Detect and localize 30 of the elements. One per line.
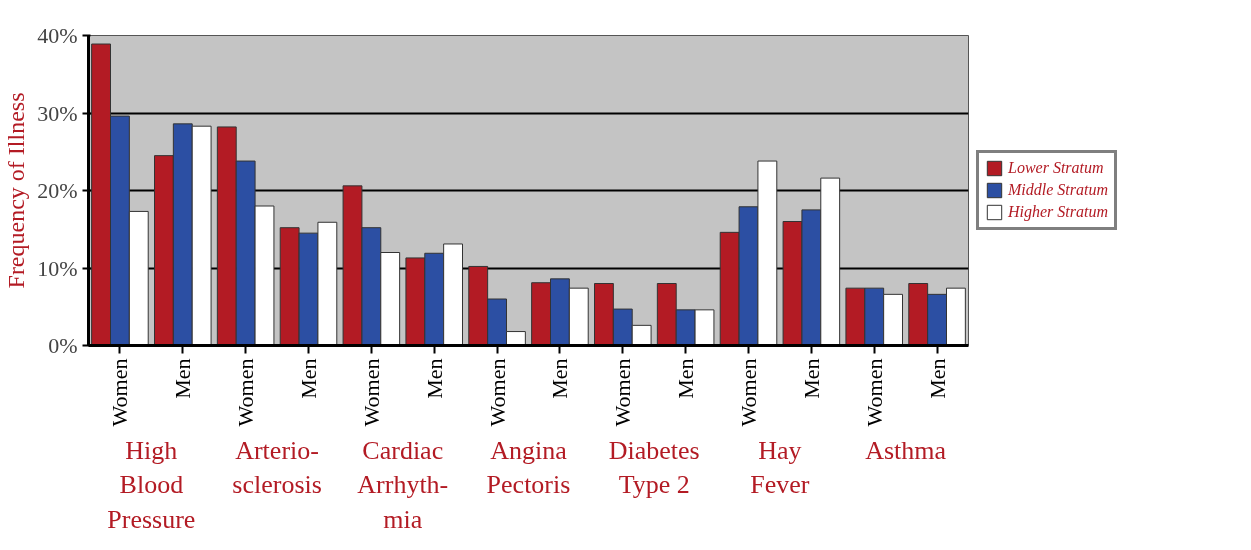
text: Diabetes Type 2 <box>608 435 700 500</box>
legend-label: Middle Stratum <box>1008 181 1108 199</box>
text: Cardiac Arrhyth- mia <box>357 435 449 535</box>
x-tick-label: Women <box>484 358 510 427</box>
legend-label: Lower Stratum <box>1008 159 1104 177</box>
y-tick-label: 0% <box>48 333 78 358</box>
x-tick-label: Women <box>610 358 636 427</box>
x-tick-label: Women <box>861 358 887 427</box>
legend-label: Higher Stratum <box>1008 203 1108 221</box>
x-tick-label: Men <box>170 358 196 399</box>
x-tick-label: Men <box>798 358 824 399</box>
x-tick-label: Women <box>358 358 384 427</box>
x-tick-label: Men <box>924 358 950 399</box>
text: High Blood Pressure <box>107 435 196 535</box>
y-tick-label: 30% <box>37 100 78 126</box>
x-tick-label: Women <box>107 358 133 427</box>
x-tick-label: Women <box>736 358 761 427</box>
text: Arterio- sclerosis <box>232 435 322 500</box>
x-tick-label: Men <box>547 358 573 399</box>
x-tick-label: Men <box>673 358 699 399</box>
x-tick-label: Women <box>233 358 259 427</box>
y-tick-label: 10% <box>37 255 78 281</box>
y-tick-label: 40% <box>37 23 78 48</box>
y-axis-title: Frequency of Illness <box>3 92 30 289</box>
text: Asthma <box>865 435 947 465</box>
text: Angina Pectoris <box>486 435 571 500</box>
x-tick-label: Men <box>421 358 447 399</box>
x-tick-label: Men <box>296 358 321 399</box>
text: Hay Fever <box>750 435 810 500</box>
y-tick-label: 20% <box>37 178 78 203</box>
